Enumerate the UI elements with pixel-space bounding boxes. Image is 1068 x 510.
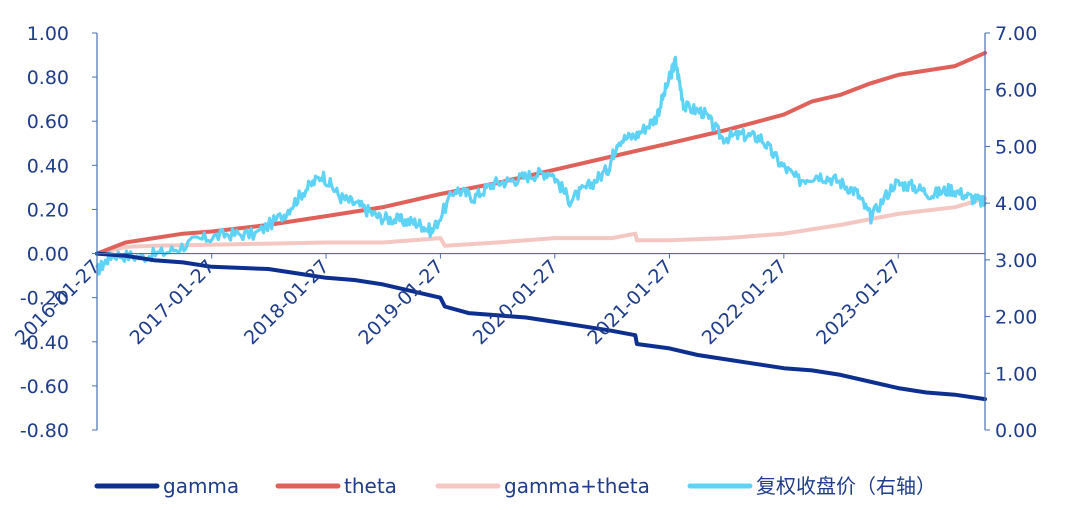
y-right-tick-label: 5.00 — [995, 136, 1037, 158]
y-right-tick-label: 6.00 — [995, 80, 1037, 102]
y-right-tick-label: 7.00 — [995, 23, 1037, 45]
x-tick-label: 2020-01-27 — [469, 256, 563, 350]
legend-label: theta — [344, 474, 397, 498]
legend-label: gamma — [163, 474, 239, 498]
legend: gamma theta gamma+theta 复权收盘价（右轴） — [94, 474, 936, 498]
y-left-tick-label: 1.00 — [27, 23, 69, 45]
y-left-tick-label: 0.20 — [27, 199, 69, 221]
x-tick-label: 2023-01-27 — [812, 256, 906, 350]
series-layer — [95, 50, 987, 402]
series-line-gamma-plus-theta — [95, 196, 987, 256]
axis-layer: 1.00 0.80 0.60 0.40 0.20 0.00 -0.20 -0.40 -0.60 -… — [11, 23, 1037, 442]
x-tick-label: 2017-01-27 — [126, 256, 220, 350]
y-right-tick-label: 1.00 — [995, 363, 1037, 385]
y-right-tick-label: 4.00 — [995, 193, 1037, 215]
y-left-tick-label: -0.80 — [20, 420, 69, 442]
y-left-tick-label: 0.40 — [27, 155, 69, 177]
y-left-tick-label: 0.60 — [27, 111, 69, 133]
y-right-tick-label: 0.00 — [995, 420, 1037, 442]
y-left-tick-label: -0.40 — [20, 332, 69, 354]
series-line- — [95, 55, 987, 276]
y-left-tick-label: -0.20 — [20, 288, 69, 310]
y-right-tick-label: 2.00 — [995, 307, 1037, 329]
y-right-tick-label: 3.00 — [995, 250, 1037, 272]
y-left-tick-label: 0.00 — [27, 244, 69, 266]
y-left-tick-label: -0.60 — [20, 376, 69, 398]
x-tick-label: 2019-01-27 — [354, 256, 448, 350]
legend-label: gamma+theta — [504, 474, 650, 498]
x-tick-label: 2022-01-27 — [698, 256, 792, 350]
series-line-gamma — [95, 251, 987, 402]
legend-label: 复权收盘价（右轴） — [756, 474, 936, 498]
y-left-tick-label: 0.80 — [27, 67, 69, 89]
series-line-theta — [95, 50, 987, 256]
